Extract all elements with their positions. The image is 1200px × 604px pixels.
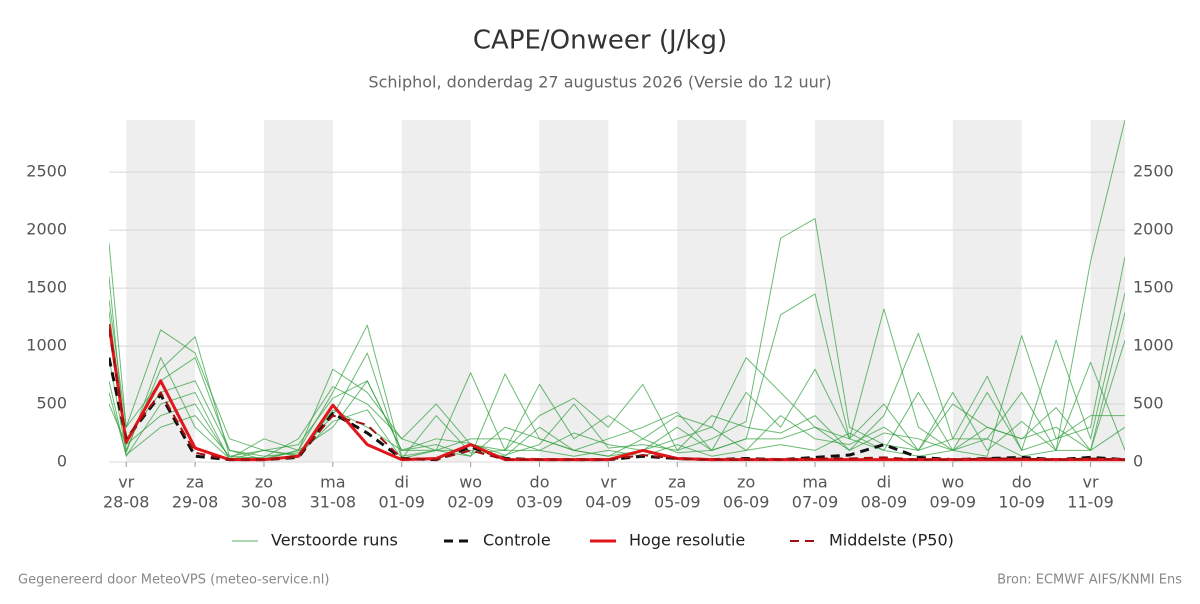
plot-area xyxy=(109,119,1125,462)
series-line xyxy=(109,328,1125,461)
day-band xyxy=(952,120,1022,462)
legend-label: Middelste (P50) xyxy=(829,531,954,550)
x-tick-label: za xyxy=(668,473,686,492)
x-tick-label: ma xyxy=(320,473,345,492)
x-tick-label: di xyxy=(394,473,409,492)
day-band xyxy=(815,120,884,462)
y-tick-label: 1000 xyxy=(26,336,67,355)
x-tick-label: 07-09 xyxy=(792,493,839,512)
footer-left: Gegenereerd door MeteoVPS (meteo-service… xyxy=(18,573,329,588)
x-tick-label: 10-09 xyxy=(998,493,1045,512)
x-tick-label: do xyxy=(530,473,550,492)
x-tick-label: zo xyxy=(255,473,273,492)
x-tick-label: di xyxy=(877,473,892,492)
footer-right: Bron: ECMWF AIFS/KNMI Ens xyxy=(997,573,1182,588)
y2-tick-label: 2000 xyxy=(1133,220,1174,239)
y-tick-label: 500 xyxy=(36,394,67,413)
chart-title: CAPE/Onweer (J/kg) xyxy=(473,26,727,56)
ensemble-line xyxy=(109,392,1125,460)
x-tick-label: 31-08 xyxy=(310,493,357,512)
y2-tick-label: 2500 xyxy=(1133,162,1174,181)
day-band xyxy=(126,120,196,462)
y2-tick-label: 1000 xyxy=(1133,336,1174,355)
y-tick-label: 2000 xyxy=(26,220,67,239)
x-tick-label: 11-09 xyxy=(1067,493,1114,512)
y-tick-label: 2500 xyxy=(26,162,67,181)
x-tick-label: wo xyxy=(459,473,482,492)
x-tick-label: 28-08 xyxy=(103,493,150,512)
x-tick-label: zo xyxy=(737,473,755,492)
legend-label: Controle xyxy=(483,531,551,550)
chart-subtitle: Schiphol, donderdag 27 augustus 2026 (Ve… xyxy=(368,73,831,92)
ensemble-line xyxy=(109,340,1125,460)
x-tick-label: do xyxy=(1012,473,1032,492)
x-tick-label: ma xyxy=(802,473,827,492)
y2-tick-label: 0 xyxy=(1133,452,1143,471)
y2-tick-label: 500 xyxy=(1133,394,1164,413)
day-band xyxy=(263,120,333,462)
x-tick-label: wo xyxy=(941,473,964,492)
x-tick-label: 01-09 xyxy=(378,493,425,512)
x-tick-label: 03-09 xyxy=(516,493,563,512)
x-tick-label: 05-09 xyxy=(654,493,701,512)
day-band xyxy=(677,120,747,462)
x-tick-label: vr xyxy=(600,473,616,492)
y-tick-label: 1500 xyxy=(26,278,67,297)
y-tick-label: 0 xyxy=(57,452,67,471)
day-band xyxy=(1090,120,1125,462)
x-tick-label: 29-08 xyxy=(172,493,219,512)
x-tick-label: vr xyxy=(1083,473,1099,492)
day-band xyxy=(539,120,609,462)
x-tick-label: 04-09 xyxy=(585,493,632,512)
x-tick-label: za xyxy=(186,473,204,492)
x-tick-label: 06-09 xyxy=(723,493,770,512)
legend-label: Verstoorde runs xyxy=(271,531,398,550)
day-band xyxy=(401,120,471,462)
x-tick-label: 09-09 xyxy=(930,493,977,512)
x-tick-label: 02-09 xyxy=(447,493,494,512)
x-tick-label: 30-08 xyxy=(241,493,288,512)
y2-tick-label: 1500 xyxy=(1133,278,1174,297)
x-tick-label: vr xyxy=(118,473,134,492)
x-tick-label: 08-09 xyxy=(861,493,908,512)
legend-label: Hoge resolutie xyxy=(629,531,745,550)
